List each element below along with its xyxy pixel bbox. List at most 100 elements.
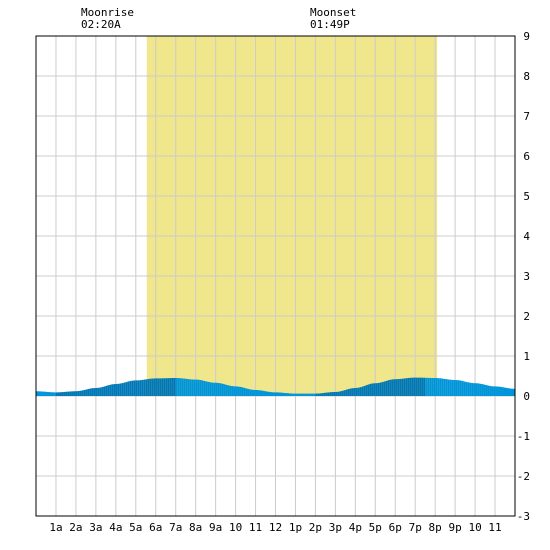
tide-area-segment [63,391,66,396]
tide-area-segment [427,377,430,396]
tide-area-segment [83,389,86,396]
tide-area-segment [173,378,176,396]
tide-area-segment [77,390,80,396]
tide-area-segment [369,383,372,396]
tide-area-segment [335,391,338,396]
tide-area-segment [499,386,502,396]
tide-area-segment [53,392,56,396]
tide-area-segment [429,377,432,396]
tide-area-segment [191,379,194,396]
tide-area-segment [51,392,54,396]
tide-area-segment [47,391,50,396]
tide-area-segment [225,384,228,396]
tide-area-segment [351,388,354,396]
x-tick-label: 4p [349,521,362,534]
tide-area-segment [37,391,40,396]
tide-area-segment [81,390,84,396]
tide-area-segment [497,386,500,396]
tide-area-segment [213,382,216,396]
tide-area-segment [461,380,464,396]
tide-area-segment [367,384,370,396]
tide-area-segment [477,383,480,396]
tide-area-segment [55,392,58,396]
tide-area-segment [95,387,98,396]
tide-area-segment [373,383,376,396]
moonrise-time: 02:20A [81,18,121,31]
tide-area-segment [59,392,62,396]
x-tick-label: 3a [89,521,102,534]
tide-area-segment [39,391,42,396]
tide-area-segment [239,386,242,396]
tide-area-segment [121,382,124,396]
tide-area-segment [325,392,328,396]
tide-area-segment [105,385,108,396]
tide-area-segment [115,383,118,396]
tide-area-segment [127,381,130,396]
x-tick-label: 8p [429,521,442,534]
tide-area-segment [309,393,312,396]
tide-area-segment [409,377,412,396]
tide-area-segment [451,379,454,396]
y-tick-label: 7 [523,110,530,123]
tide-area-segment [263,390,266,396]
tide-area-segment [399,378,402,396]
x-tick-label: 12 [269,521,282,534]
tide-area-segment [45,391,48,396]
tide-area-segment [501,386,504,396]
tide-area-segment [129,380,132,396]
y-tick-label: 8 [523,70,530,83]
tide-area-segment [275,392,278,396]
tide-area-segment [103,386,106,396]
tide-area-segment [179,378,182,396]
tide-area-segment [165,378,168,396]
tide-area-segment [67,391,70,396]
tide-area-segment [195,379,198,396]
tide-area-segment [57,392,60,396]
tide-area-segment [185,378,188,396]
tide-area-segment [159,378,162,396]
tide-area-segment [339,391,342,396]
tide-area-segment [203,380,206,396]
tide-area-segment [107,384,110,396]
tide-area-segment [79,390,82,396]
tide-area-segment [217,382,220,396]
tide-area-segment [205,381,208,396]
tide-area-segment [439,378,442,396]
tide-area-segment [383,381,386,396]
tide-area-segment [155,378,158,396]
tide-area-segment [189,379,192,396]
tide-area-layer [36,377,515,396]
tide-area-segment [279,392,282,396]
tide-area-segment [327,392,330,396]
tide-area-segment [479,383,482,396]
tide-area-segment [317,393,320,396]
tide-area-segment [505,387,508,396]
tide-area-segment [455,380,458,396]
y-tick-label: 4 [523,230,530,243]
tide-area-segment [511,388,514,396]
tide-area-segment [291,393,294,396]
tide-area-segment [441,378,444,396]
y-tick-label: 5 [523,190,530,203]
tide-area-segment [361,386,364,396]
tide-area-segment [133,380,136,396]
tide-area-segment [111,384,114,396]
tide-area-segment [307,393,310,396]
tide-area-segment [469,382,472,396]
tide-area-segment [161,378,164,396]
tide-area-segment [375,383,378,396]
tide-area-segment [381,381,384,396]
tide-area-segment [353,388,356,396]
tide-area-segment [257,390,260,396]
y-tick-label: -3 [517,510,530,523]
x-tick-label: 10 [229,521,242,534]
tide-area-segment [305,393,308,396]
x-tick-label: 2p [309,521,322,534]
tide-area-segment [467,382,470,396]
tide-area-segment [465,381,468,396]
tide-area-segment [91,388,94,396]
tide-area-segment [481,383,484,396]
tide-area-segment [437,378,440,396]
tide-area-segment [301,393,304,396]
